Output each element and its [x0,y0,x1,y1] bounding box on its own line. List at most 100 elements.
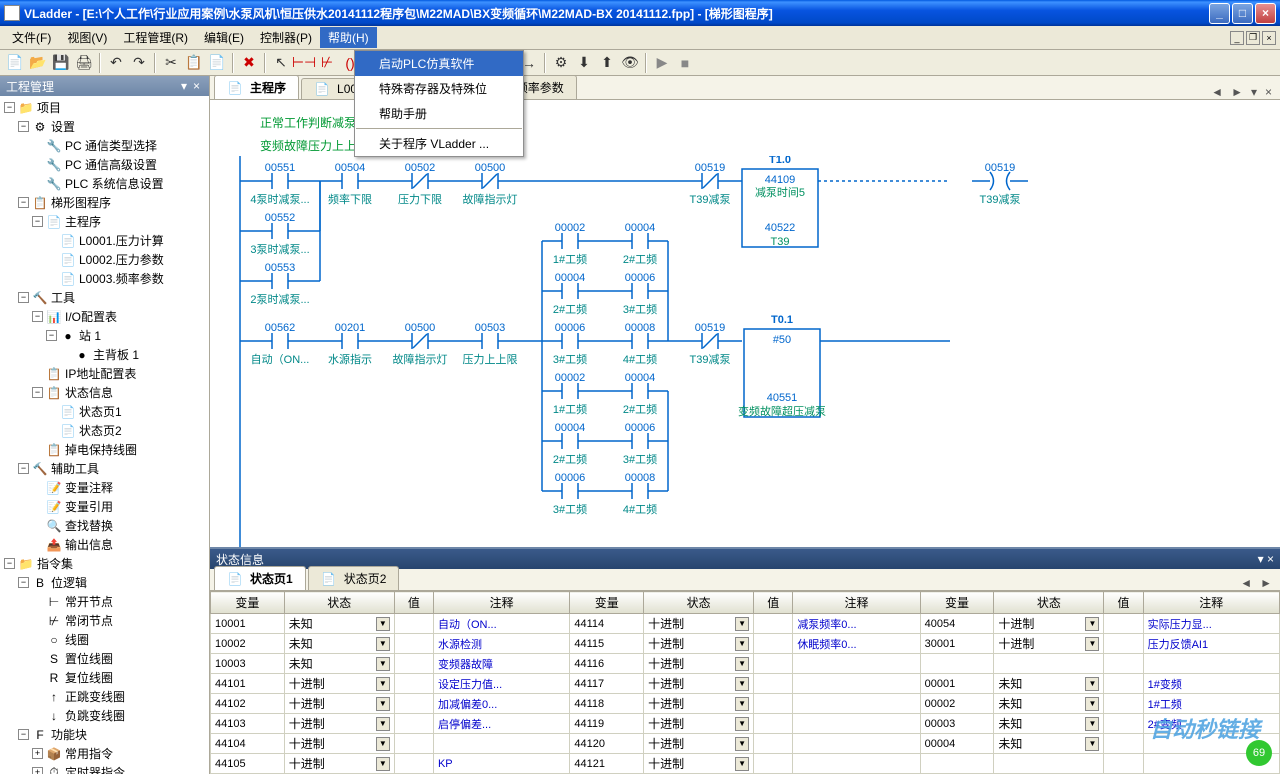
paste-button[interactable]: 📄 [206,52,228,74]
cursor-button[interactable]: ↖ [270,52,292,74]
ladder-diagram[interactable]: 正常工作判断减泵 变频故障压力上上限减泵 005514泵时减泵...00504频… [210,100,1280,547]
grid-cell[interactable]: 十进制▼ [644,634,754,654]
grid-cell[interactable] [1104,654,1143,674]
dropdown-item[interactable]: 特殊寄存器及特殊位 [355,76,523,101]
grid-row[interactable]: 44104十进制▼44120十进制▼00004未知▼ [211,734,1280,754]
grid-cell[interactable]: 实际压力显... [1143,614,1279,634]
grid-header[interactable]: 变量 [920,592,994,614]
dropdown-item[interactable]: 帮助手册 [355,101,523,126]
grid-header[interactable]: 状态 [284,592,394,614]
redo-button[interactable]: ↷ [128,52,150,74]
tree-node[interactable]: ⊢常开节点 [2,592,207,611]
tree-node[interactable]: 🔧PC 通信高级设置 [2,155,207,174]
grid-cell[interactable] [394,674,433,694]
grid-cell[interactable] [793,734,920,754]
menu-帮助[interactable]: 帮助(H) [320,27,377,48]
grid-cell[interactable]: 十进制▼ [284,694,394,714]
tree-node[interactable]: 🔧PLC 系统信息设置 [2,174,207,193]
grid-cell[interactable] [1143,654,1279,674]
save-button[interactable]: 💾 [50,52,72,74]
grid-cell[interactable]: 00002 [920,694,994,714]
grid-cell[interactable]: 水源检测 [433,634,569,654]
tree-node[interactable]: 📄L0001.压力计算 [2,231,207,250]
tree-node[interactable]: 📝变量引用 [2,497,207,516]
grid-header[interactable]: 值 [394,592,433,614]
tree-node[interactable]: −📋梯形图程序 [2,193,207,212]
tree-node[interactable]: S置位线圈 [2,649,207,668]
project-tree[interactable]: −📁项目−⚙设置🔧PC 通信类型选择🔧PC 通信高级设置🔧PLC 系统信息设置−… [0,96,209,774]
menu-视图[interactable]: 视图(V) [59,27,115,48]
grid-cell[interactable]: 设定压力值... [433,674,569,694]
dropdown-arrow-icon[interactable]: ▼ [735,677,749,691]
tree-node[interactable]: ↓负跳变线圈 [2,706,207,725]
grid-cell[interactable] [754,694,793,714]
grid-cell[interactable]: 10002 [211,634,285,654]
dropdown-arrow-icon[interactable]: ▼ [1085,697,1099,711]
dropdown-arrow-icon[interactable]: ▼ [1085,617,1099,631]
grid-cell[interactable]: 十进制▼ [644,734,754,754]
grid-cell[interactable] [793,694,920,714]
grid-cell[interactable] [793,754,920,774]
grid-cell[interactable]: 十进制▼ [644,674,754,694]
tab-close-button[interactable]: × [1261,85,1276,99]
grid-cell[interactable] [920,654,994,674]
tree-toggle-icon[interactable]: − [18,729,29,740]
dropdown-arrow-icon[interactable]: ▼ [735,757,749,771]
tree-toggle-icon[interactable]: − [18,292,29,303]
grid-header[interactable]: 变量 [211,592,285,614]
sidebar-pin-button[interactable]: ▾ [178,79,190,93]
menu-工程管理[interactable]: 工程管理(R) [115,27,196,48]
tree-node[interactable]: −📋状态信息 [2,383,207,402]
grid-cell[interactable]: 变频器故障 [433,654,569,674]
grid-cell[interactable]: 30001 [920,634,994,654]
tree-toggle-icon[interactable]: + [32,748,43,759]
grid-cell[interactable] [1104,694,1143,714]
tree-node[interactable]: −📄主程序 [2,212,207,231]
tree-node[interactable]: 🔧PC 通信类型选择 [2,136,207,155]
grid-cell[interactable] [1104,734,1143,754]
undo-button[interactable]: ↶ [105,52,127,74]
grid-cell[interactable]: 未知▼ [994,694,1104,714]
nc-contact-button[interactable]: ⊬ [316,52,338,74]
grid-cell[interactable]: KP [433,754,569,774]
grid-cell[interactable] [793,654,920,674]
grid-cell[interactable]: 十进制▼ [284,714,394,734]
tree-toggle-icon[interactable]: − [46,330,57,341]
grid-row[interactable]: 44105十进制▼KP44121十进制▼ [211,754,1280,774]
run-button[interactable]: ▶ [651,52,673,74]
grid-header[interactable]: 值 [1104,592,1143,614]
grid-cell[interactable] [754,614,793,634]
tree-node[interactable]: 📤输出信息 [2,535,207,554]
tree-node[interactable]: 📝变量注释 [2,478,207,497]
grid-cell[interactable]: 10003 [211,654,285,674]
grid-cell[interactable] [394,754,433,774]
open-button[interactable]: 📂 [27,52,49,74]
grid-cell[interactable] [754,654,793,674]
grid-cell[interactable]: 十进制▼ [644,714,754,734]
grid-cell[interactable] [1104,714,1143,734]
tree-node[interactable]: 📄L0002.压力参数 [2,250,207,269]
tree-node[interactable]: 📄L0003.频率参数 [2,269,207,288]
tab-next-button[interactable]: ► [1227,85,1247,99]
grid-cell[interactable]: 2#变频 [1143,714,1279,734]
grid-cell[interactable]: 44105 [211,754,285,774]
grid-cell[interactable]: 44121 [570,754,644,774]
compile-button[interactable]: ⚙ [550,52,572,74]
grid-cell[interactable]: 十进制▼ [644,654,754,674]
grid-cell[interactable]: 十进制▼ [644,614,754,634]
grid-header[interactable]: 状态 [994,592,1104,614]
grid-cell[interactable]: 十进制▼ [284,734,394,754]
tree-node[interactable]: −📁项目 [2,98,207,117]
monitor-button[interactable]: 👁 [619,52,641,74]
grid-cell[interactable] [793,714,920,734]
dropdown-arrow-icon[interactable]: ▼ [735,617,749,631]
grid-row[interactable]: 10002未知▼水源检测44115十进制▼休眠频率0...30001十进制▼压力… [211,634,1280,654]
sidebar-close-button[interactable]: × [190,79,203,93]
editor-tab[interactable]: 📄主程序 [214,76,299,99]
grid-cell[interactable]: 未知▼ [284,654,394,674]
print-button[interactable]: 🖨 [73,52,95,74]
grid-cell[interactable]: 启停偏差... [433,714,569,734]
tree-node[interactable]: ↑正跳变线圈 [2,687,207,706]
grid-cell[interactable]: 休眠频率0... [793,634,920,654]
grid-cell[interactable] [754,714,793,734]
